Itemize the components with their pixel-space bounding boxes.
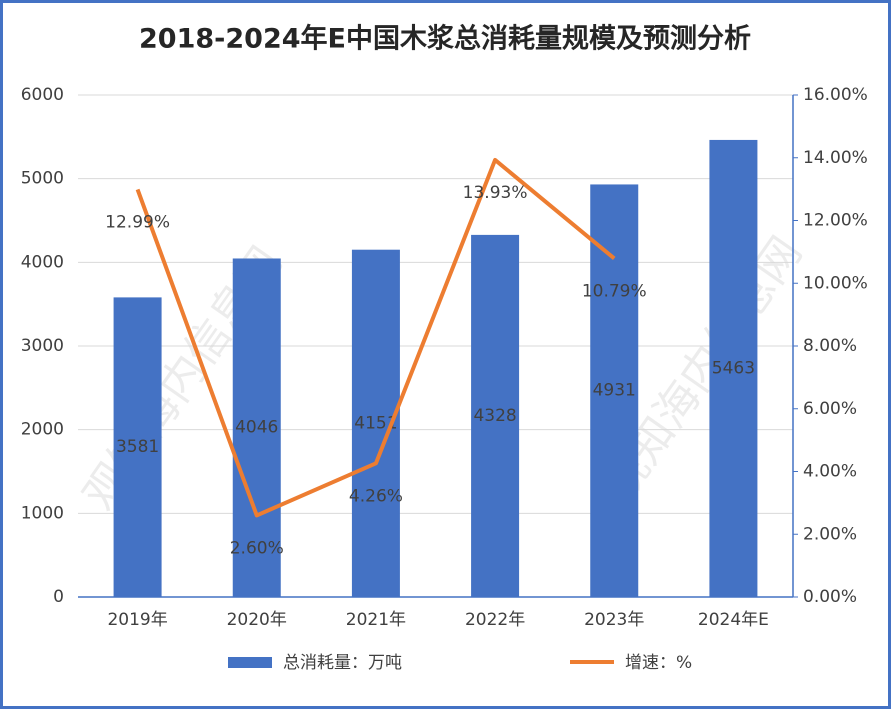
y-tick-label: 4000 <box>21 252 64 272</box>
x-tick-label: 2023年 <box>584 610 644 630</box>
bar <box>113 297 162 597</box>
y-tick-label: 6000 <box>21 85 64 105</box>
y2-tick-label: 2.00% <box>803 524 857 544</box>
line-value-label: 2.60% <box>230 538 284 558</box>
bar <box>590 184 639 597</box>
legend-label: 总消耗量：万吨 <box>283 653 402 673</box>
bar <box>471 234 520 597</box>
bar-value-label: 4046 <box>235 418 278 438</box>
bar-value-label: 4151 <box>354 413 397 433</box>
chart-title: 2018-2024年E中国木浆总消耗量规模及预测分析 <box>139 23 751 55</box>
bar-value-label: 5463 <box>712 358 755 378</box>
x-tick-label: 2020年 <box>227 610 287 630</box>
bar-value-label: 3581 <box>116 437 159 457</box>
y2-tick-label: 16.00% <box>803 85 868 105</box>
line-value-label: 4.26% <box>349 486 403 506</box>
line <box>135 157 616 518</box>
legend-label: 增速：% <box>625 653 692 673</box>
y2-tick-label: 14.00% <box>803 148 868 168</box>
y2-tick-label: 12.00% <box>803 211 868 231</box>
bar-value-label: 4328 <box>473 406 516 426</box>
x-tick-label: 2022年 <box>465 610 525 630</box>
y2-tick-label: 8.00% <box>803 336 857 356</box>
bar <box>709 139 758 597</box>
bar <box>232 258 281 597</box>
y2-tick-label: 0.00% <box>803 587 857 607</box>
legend-swatch <box>228 657 272 668</box>
line-value-label: 12.99% <box>105 212 170 232</box>
y-tick-label: 2000 <box>21 420 64 440</box>
y-tick-label: 0 <box>53 587 64 607</box>
x-tick-label: 2019年 <box>107 610 167 630</box>
line-value-label: 10.79% <box>582 281 647 301</box>
y2-tick-label: 10.00% <box>803 273 868 293</box>
y-tick-label: 3000 <box>21 336 64 356</box>
bar-value-label: 4931 <box>593 381 636 401</box>
x-tick-label: 2024年E <box>698 610 769 630</box>
y2-tick-label: 6.00% <box>803 399 857 419</box>
y-tick-label: 1000 <box>21 503 64 523</box>
x-tick-label: 2021年 <box>346 610 406 630</box>
y2-tick-label: 4.00% <box>803 462 857 482</box>
line-value-label: 13.93% <box>463 183 528 203</box>
y-tick-label: 5000 <box>21 169 64 189</box>
